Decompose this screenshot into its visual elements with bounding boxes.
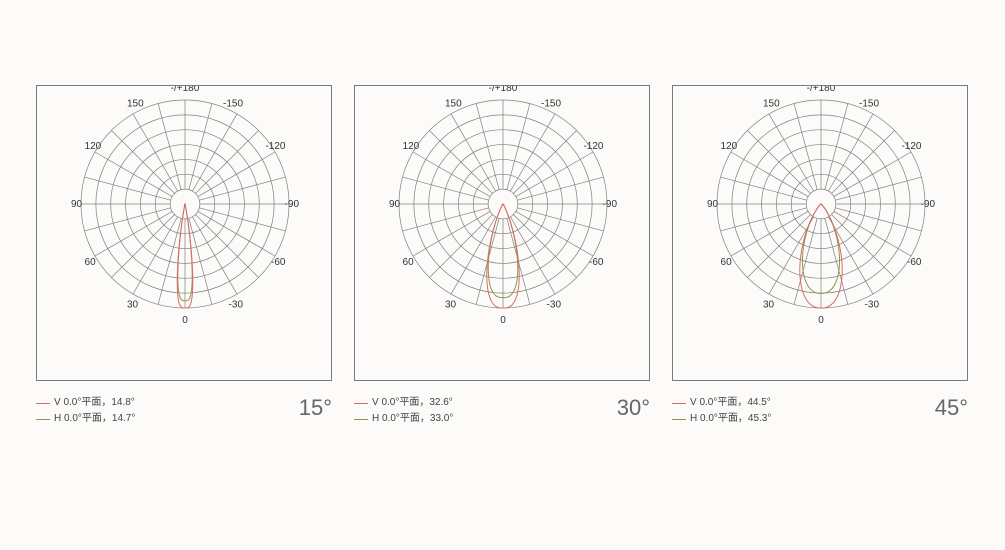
svg-text:-90: -90	[285, 199, 300, 210]
legend-swatch-v	[354, 403, 368, 404]
svg-text:-150: -150	[223, 99, 243, 110]
svg-text:30: 30	[763, 299, 775, 310]
svg-text:60: 60	[721, 257, 733, 268]
legend-label-v: V 0.0°平面，14.8°	[54, 395, 135, 411]
svg-text:60: 60	[403, 257, 415, 268]
svg-text:-/+180: -/+180	[489, 86, 518, 94]
svg-text:-/+180: -/+180	[807, 86, 836, 94]
legend-swatch-h	[354, 419, 368, 420]
svg-text:-150: -150	[541, 99, 561, 110]
svg-text:0: 0	[818, 315, 824, 326]
svg-text:120: 120	[403, 141, 420, 152]
legend-row: V 0.0°平面，44.5°H 0.0°平面，45.3° 45°	[672, 395, 968, 427]
svg-text:-150: -150	[859, 99, 879, 110]
svg-text:150: 150	[763, 99, 780, 110]
svg-text:90: 90	[71, 199, 83, 210]
legend-swatch-v	[36, 403, 50, 404]
polar-panel-1: -/+180 150 120 90 60 30 0 -30 -60 -90 -120 -150 V 0.…	[354, 85, 650, 427]
svg-text:120: 120	[85, 141, 102, 152]
legend: V 0.0°平面，32.6°H 0.0°平面，33.0°	[354, 395, 453, 427]
legend-swatch-v	[672, 403, 686, 404]
legend-label-v: V 0.0°平面，32.6°	[372, 395, 453, 411]
legend-label-h: H 0.0°平面，14.7°	[54, 411, 135, 427]
legend-item-v: V 0.0°平面，32.6°	[354, 395, 453, 411]
legend-label-v: V 0.0°平面，44.5°	[690, 395, 771, 411]
svg-text:-90: -90	[603, 199, 618, 210]
legend-label-h: H 0.0°平面，45.3°	[690, 411, 771, 427]
legend-item-h: H 0.0°平面，45.3°	[672, 411, 771, 427]
svg-text:-60: -60	[907, 257, 922, 268]
svg-text:90: 90	[707, 199, 719, 210]
polar-panels: -/+180 150 120 90 60 30 0 -30 -60 -90 -120 -150 V 0.…	[36, 85, 969, 427]
svg-text:0: 0	[500, 315, 506, 326]
svg-text:-30: -30	[865, 299, 880, 310]
panel-angle-title: 15°	[299, 395, 332, 421]
svg-text:30: 30	[127, 299, 139, 310]
legend-item-h: H 0.0°平面，33.0°	[354, 411, 453, 427]
svg-text:-60: -60	[271, 257, 286, 268]
svg-text:-120: -120	[583, 141, 603, 152]
polar-panel-0: -/+180 150 120 90 60 30 0 -30 -60 -90 -120 -150 V 0.…	[36, 85, 332, 427]
legend-swatch-h	[672, 419, 686, 420]
polar-chart: -/+180 150 120 90 60 30 0 -30 -60 -90 -120 -150	[36, 85, 332, 381]
legend: V 0.0°平面，44.5°H 0.0°平面，45.3°	[672, 395, 771, 427]
polar-chart: -/+180 150 120 90 60 30 0 -30 -60 -90 -120 -150	[672, 85, 968, 381]
svg-text:-30: -30	[547, 299, 562, 310]
svg-text:-/+180: -/+180	[171, 86, 200, 94]
legend-swatch-h	[36, 419, 50, 420]
svg-text:150: 150	[127, 99, 144, 110]
legend-row: V 0.0°平面，14.8°H 0.0°平面，14.7° 15°	[36, 395, 332, 427]
svg-text:120: 120	[721, 141, 738, 152]
svg-text:-60: -60	[589, 257, 604, 268]
svg-text:30: 30	[445, 299, 457, 310]
polar-panel-2: -/+180 150 120 90 60 30 0 -30 -60 -90 -120 -150 V 0.…	[672, 85, 968, 427]
legend-row: V 0.0°平面，32.6°H 0.0°平面，33.0° 30°	[354, 395, 650, 427]
svg-text:60: 60	[85, 257, 97, 268]
svg-text:-90: -90	[921, 199, 936, 210]
panel-angle-title: 45°	[935, 395, 968, 421]
svg-text:-30: -30	[229, 299, 244, 310]
legend-item-h: H 0.0°平面，14.7°	[36, 411, 135, 427]
legend: V 0.0°平面，14.8°H 0.0°平面，14.7°	[36, 395, 135, 427]
svg-text:90: 90	[389, 199, 401, 210]
polar-chart: -/+180 150 120 90 60 30 0 -30 -60 -90 -120 -150	[354, 85, 650, 381]
svg-text:-120: -120	[265, 141, 285, 152]
legend-item-v: V 0.0°平面，14.8°	[36, 395, 135, 411]
panel-angle-title: 30°	[617, 395, 650, 421]
legend-label-h: H 0.0°平面，33.0°	[372, 411, 453, 427]
svg-text:-120: -120	[901, 141, 921, 152]
legend-item-v: V 0.0°平面，44.5°	[672, 395, 771, 411]
svg-text:0: 0	[182, 315, 188, 326]
svg-text:150: 150	[445, 99, 462, 110]
